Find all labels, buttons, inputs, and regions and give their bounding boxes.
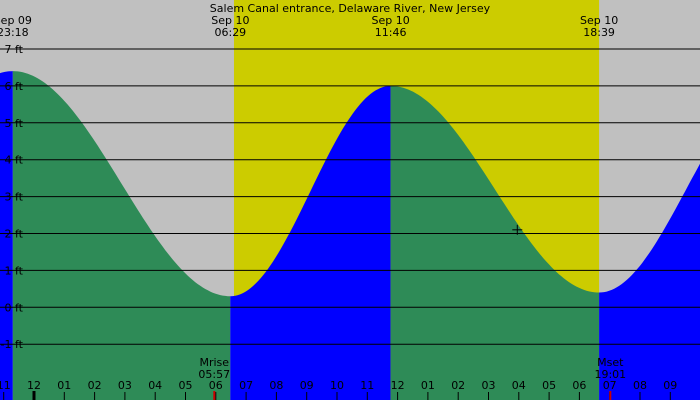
tide-extreme-time: 06:29 [214,26,246,39]
hour-tick-label: 08 [633,379,647,392]
label-layer: 7 ft 6 ft 5 ft 4 ft 3 ft 2 ft 1 ft 0 ft -1 ft 11 1… [0,14,677,392]
tide-area-layer [0,71,700,400]
hour-tick-label: 01 [57,379,71,392]
moon-event-time: 19:01 [594,368,626,381]
y-tick-label: 7 ft [5,43,24,56]
tide-extreme-date: Sep 09 [0,14,32,27]
tide-extreme-date: Sep 10 [372,14,410,27]
hour-tick-label: 03 [482,379,496,392]
hour-tick-label: 01 [421,379,435,392]
tide-extreme-date: Sep 10 [580,14,618,27]
y-tick-label: 5 ft [5,117,24,130]
tide-extreme-time: 11:46 [375,26,407,39]
y-tick-label: 6 ft [5,80,24,93]
y-tick-label: -1 ft [1,338,24,351]
ebb-tide-area [390,85,600,400]
y-tick-label: 0 ft [5,301,24,314]
y-tick-label: 4 ft [5,154,24,167]
hour-tick-label: 10 [330,379,344,392]
tide-extreme-time: 18:39 [583,26,615,39]
grid-layer [0,48,700,400]
hour-tick-label: 02 [88,379,102,392]
chart-title: Salem Canal entrance, Delaware River, Ne… [210,2,491,15]
y-tick-label: 3 ft [5,191,24,204]
flood-tide-area [230,85,391,400]
hour-tick-label: 05 [542,379,556,392]
y-tick-label: 1 ft [5,264,24,277]
hour-tick-label: 11 [0,379,11,392]
hour-tick-label: 07 [603,379,617,392]
hour-tick-label: 12 [27,379,41,392]
moon-event-time: 05:57 [198,368,230,381]
tide-extreme-time: 23:18 [0,26,29,39]
hour-tick-label: 11 [360,379,374,392]
ebb-tide-area [12,71,231,400]
moon-event-name: Mset [597,356,624,369]
tide-extreme-date: Sep 10 [211,14,249,27]
hour-tick-label: 08 [269,379,283,392]
current-time-marker [32,391,36,400]
hour-tick-label: 06 [209,379,223,392]
y-tick-label: 2 ft [5,228,24,241]
hour-tick-label: 03 [118,379,132,392]
hour-tick-label: 02 [451,379,465,392]
hour-tick-label: 07 [239,379,253,392]
hour-tick-label: 04 [512,379,526,392]
hour-tick-label: 05 [179,379,193,392]
hour-tick-label: 12 [391,379,405,392]
hour-tick-label: 09 [663,379,677,392]
hour-tick-label: 09 [300,379,314,392]
flood-tide-area [0,71,13,400]
hour-tick-label: 04 [148,379,162,392]
flood-tide-area [599,163,700,400]
hour-tick-label: 06 [572,379,586,392]
moon-event-name: Mrise [199,356,229,369]
